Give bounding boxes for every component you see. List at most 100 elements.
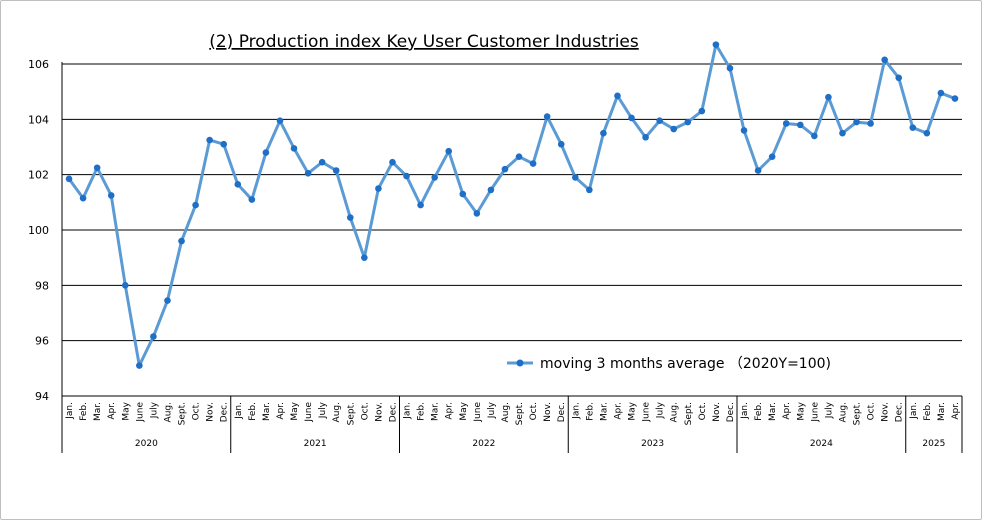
x-tick-label: Nov. xyxy=(881,402,891,422)
x-tick-label: May xyxy=(290,401,300,420)
data-point xyxy=(712,41,720,48)
data-point xyxy=(65,175,73,183)
x-tick-label: Apr. xyxy=(107,402,117,420)
x-tick-label: May xyxy=(628,401,638,420)
data-point xyxy=(628,114,635,122)
legend: moving 3 months average （2020Y=100) xyxy=(507,356,831,372)
x-tick-label: June xyxy=(810,402,820,423)
data-point xyxy=(937,89,945,97)
data-point xyxy=(136,362,143,369)
year-label: 2021 xyxy=(304,439,327,449)
data-point xyxy=(557,140,565,148)
data-point xyxy=(796,121,804,129)
data-point xyxy=(684,118,692,126)
axes: 94 96 98 100 102 104 106 Jan. Feb. Mar. Apr. May Jun… xyxy=(28,58,963,453)
data-point xyxy=(290,145,298,152)
year-label: 2025 xyxy=(922,439,945,449)
x-tick-label: July xyxy=(824,401,834,419)
x-tick-label: July xyxy=(487,401,497,419)
data-point xyxy=(150,333,157,340)
data-point xyxy=(107,192,115,199)
x-tick-label: June xyxy=(135,402,145,423)
y-tick-label: 94 xyxy=(35,390,49,403)
x-tick-label: Dec. xyxy=(557,402,567,422)
x-tick-label: Nov. xyxy=(374,402,384,422)
x-tick-label: Jan. xyxy=(909,402,919,420)
data-point xyxy=(417,201,424,209)
x-tick-label: Mar. xyxy=(93,402,103,421)
x-tick-label: Dec. xyxy=(895,402,905,422)
x-tick-label: Jan. xyxy=(234,402,244,420)
data-point xyxy=(825,93,832,101)
x-tick-label: Aug. xyxy=(332,402,342,422)
x-tick-label: Apr. xyxy=(276,402,286,420)
data-point xyxy=(839,129,846,137)
y-tick-label: 100 xyxy=(28,224,49,237)
data-point xyxy=(304,169,312,177)
data-point xyxy=(248,196,256,203)
x-tick-label: July xyxy=(318,401,328,419)
data-point xyxy=(670,125,678,133)
data-point xyxy=(389,158,396,166)
data-point xyxy=(121,282,129,289)
year-label: 2023 xyxy=(641,439,664,449)
x-tick-label: Feb. xyxy=(754,402,764,421)
x-tick-label: Sept. xyxy=(346,402,356,425)
data-point xyxy=(178,237,185,245)
year-label: 2020 xyxy=(135,439,158,449)
data-point xyxy=(220,140,228,148)
x-tick-label: Oct. xyxy=(360,402,370,420)
x-tick-label: Dec. xyxy=(388,402,398,422)
x-tick-label: Feb. xyxy=(417,402,427,421)
x-tick-label: Oct. xyxy=(192,402,202,420)
data-point xyxy=(79,194,87,202)
x-tick-label: Apr. xyxy=(445,402,455,420)
legend-label: moving 3 months average （2020Y=100) xyxy=(540,356,831,372)
x-tick-label: Oct. xyxy=(698,402,708,420)
y-tick-label: 106 xyxy=(28,58,49,71)
x-tick-label: Apr. xyxy=(951,402,961,420)
x-tick-label: July xyxy=(656,401,666,419)
data-point xyxy=(515,153,523,160)
x-tick-label: May xyxy=(796,401,806,420)
data-point xyxy=(459,190,467,198)
x-tick-label: June xyxy=(473,402,483,423)
data-point xyxy=(276,117,284,125)
data-point xyxy=(740,127,748,134)
x-tick-label: June xyxy=(642,402,652,423)
data-point xyxy=(473,210,481,217)
data-point xyxy=(600,129,607,137)
data-point xyxy=(642,134,649,141)
x-tick-label: Feb. xyxy=(923,402,933,421)
x-tick-label: Feb. xyxy=(585,402,595,421)
data-point xyxy=(431,174,438,181)
data-point xyxy=(375,185,382,192)
x-tick-label: Nov. xyxy=(712,402,722,422)
data-point xyxy=(923,129,931,137)
data-point xyxy=(951,95,959,102)
data-point xyxy=(361,254,368,261)
data-point xyxy=(262,149,270,156)
data-point xyxy=(698,107,706,115)
data-point xyxy=(318,158,326,166)
x-tick-label: Dec. xyxy=(726,402,736,422)
x-tick-label: Apr. xyxy=(613,402,623,420)
x-tick-label: Mar. xyxy=(937,402,947,421)
data-point xyxy=(811,132,818,140)
y-tick-label: 96 xyxy=(35,335,49,348)
x-tick-label: Mar. xyxy=(599,402,609,421)
x-tick-label: June xyxy=(304,402,314,423)
legend-marker-swatch xyxy=(516,359,524,367)
x-tick-label: Feb. xyxy=(248,402,258,421)
x-tick-label: Dec. xyxy=(220,402,230,422)
x-tick-label: Jan. xyxy=(571,402,581,420)
year-label: 2024 xyxy=(810,439,833,449)
x-tick-label: May xyxy=(121,401,131,420)
series-path xyxy=(67,43,956,368)
year-label: 2022 xyxy=(472,439,495,449)
data-point xyxy=(192,201,199,209)
x-tick-label: Sept. xyxy=(684,402,694,425)
x-tick-label: Feb. xyxy=(79,402,89,421)
